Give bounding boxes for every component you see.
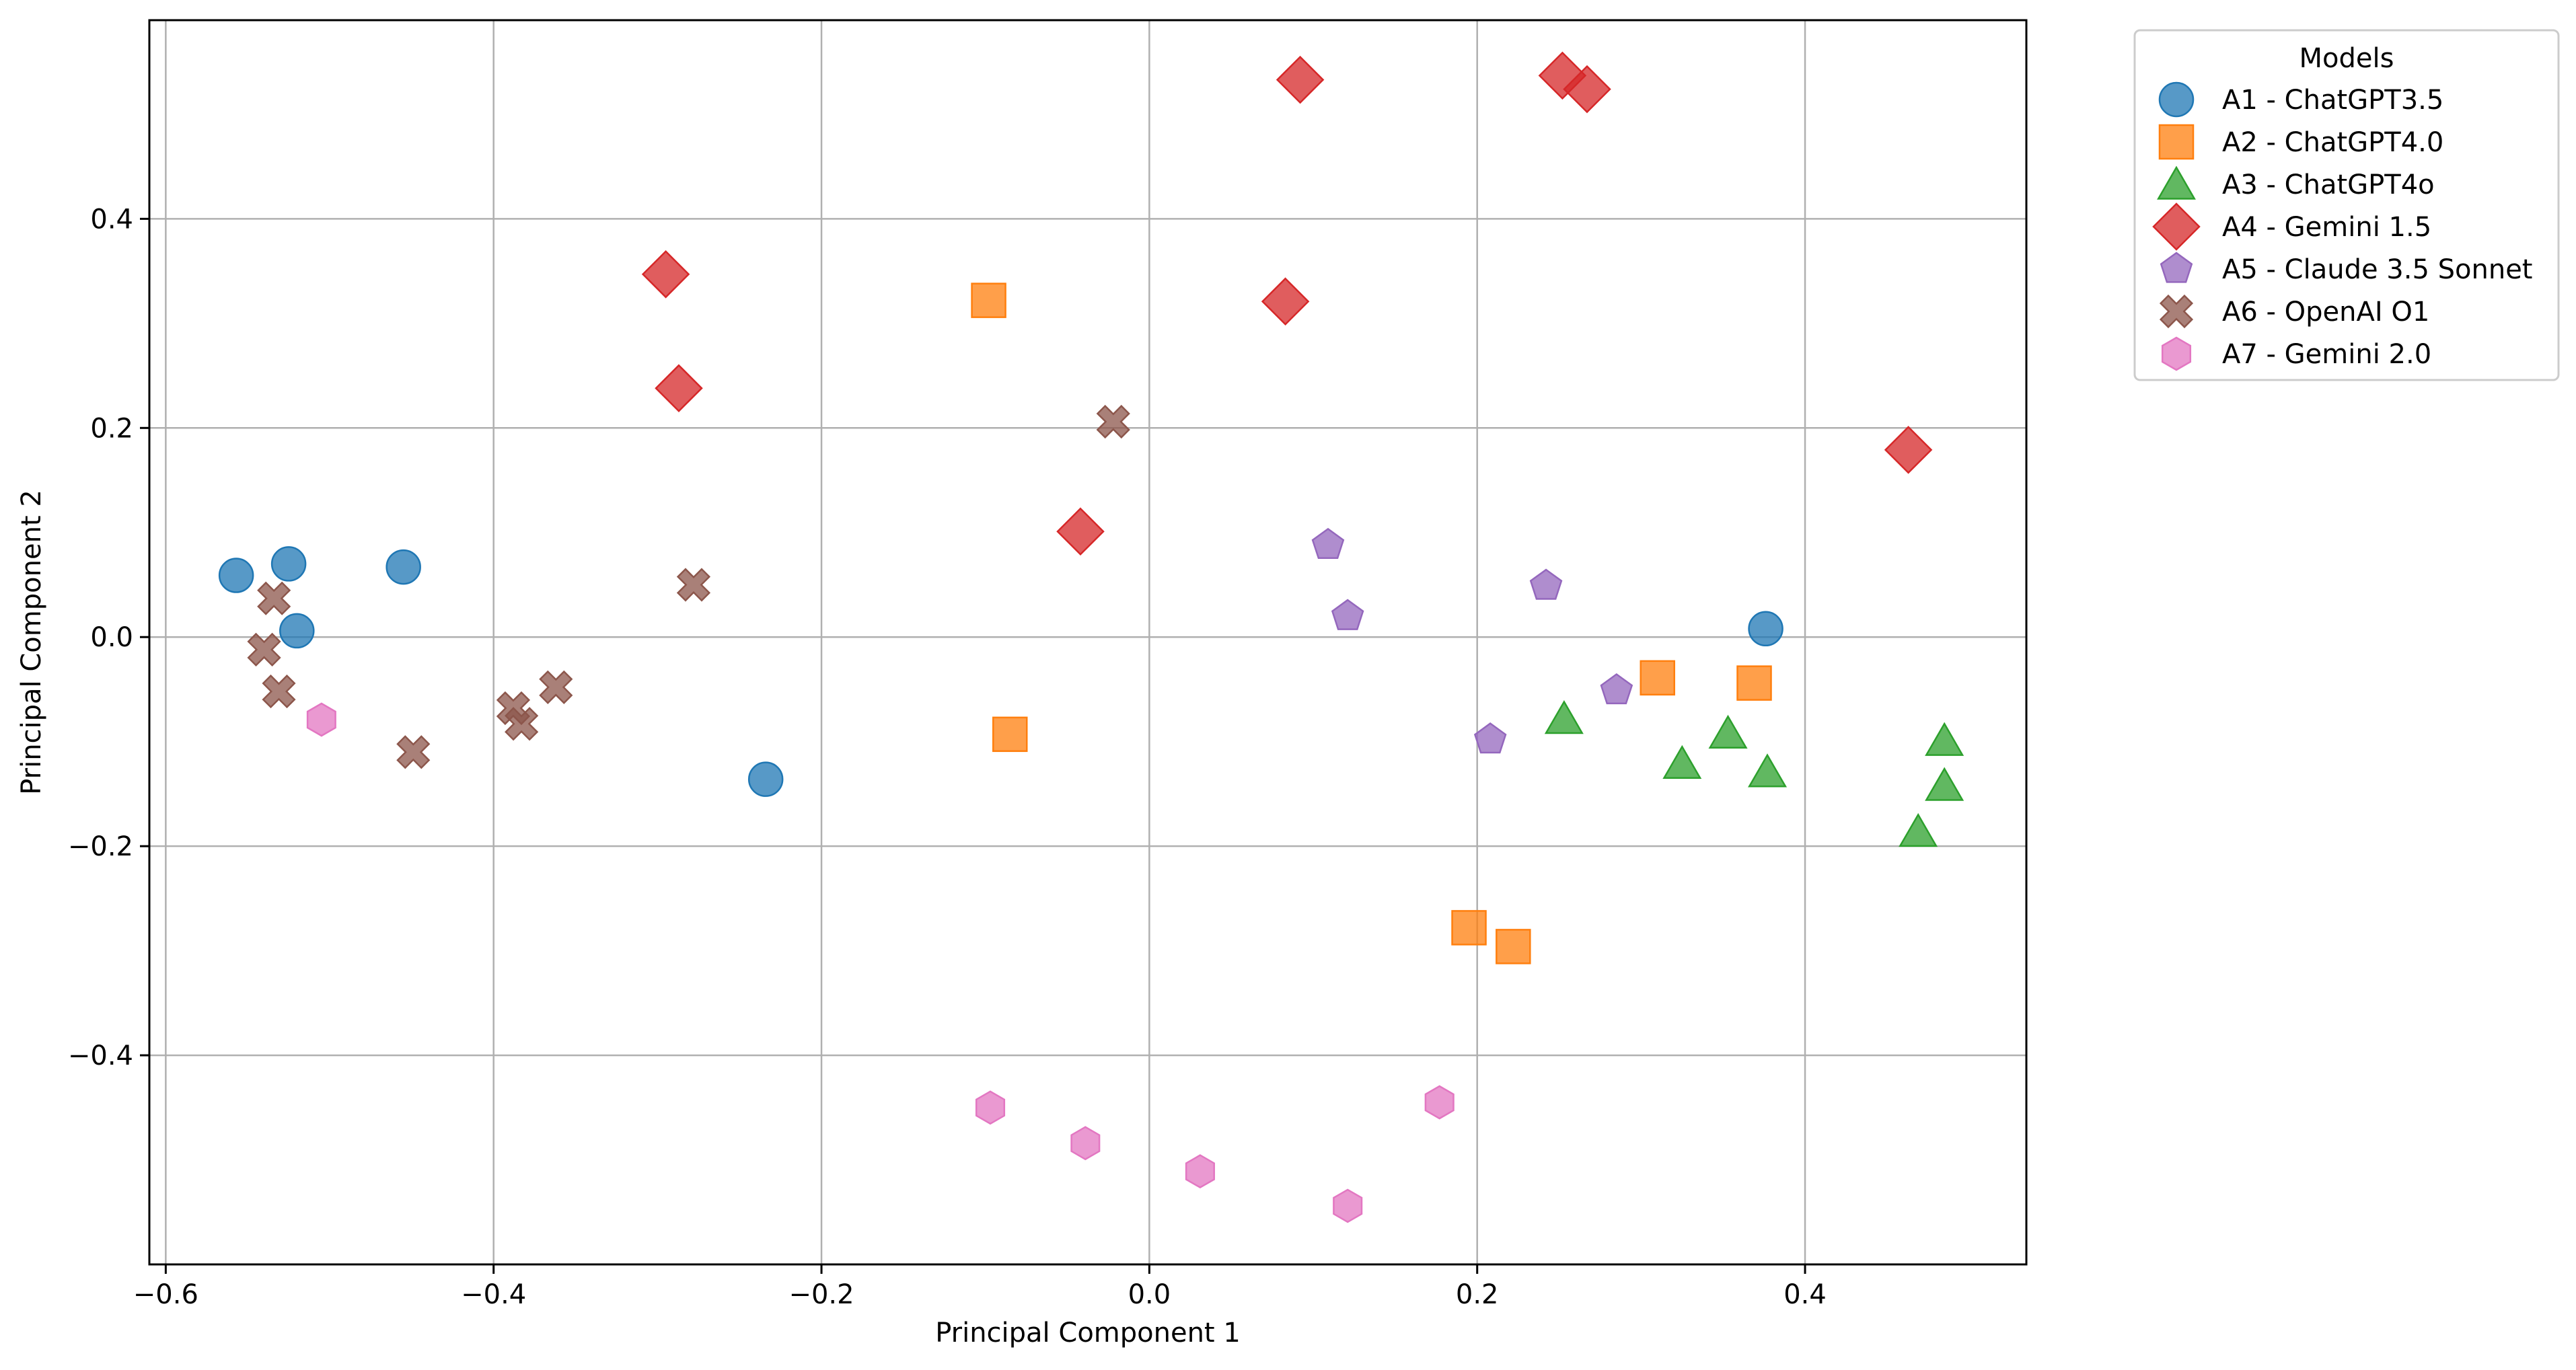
legend-title: Models <box>2299 43 2394 74</box>
data-point <box>1748 611 1783 647</box>
data-point <box>1496 929 1531 964</box>
series-a5-claude-3-5-sonnet <box>1311 527 1633 754</box>
data-point <box>1600 673 1633 705</box>
legend-marker-icon <box>2158 124 2195 160</box>
data-point <box>1736 665 1772 701</box>
data-point <box>641 250 690 299</box>
series-a7-gemini-2-0 <box>306 702 1455 1223</box>
series-a3-chatgpt4o <box>1544 700 1964 847</box>
y-tick-label: −0.2 <box>68 831 133 862</box>
x-tick-label: −0.6 <box>133 1279 198 1310</box>
data-point <box>1331 599 1364 630</box>
data-point <box>1563 65 1611 114</box>
legend-label: A6 - OpenAI O1 <box>2222 297 2429 328</box>
legend-item-a5-claude-3-5-sonnet: A5 - Claude 3.5 Sonnet <box>2160 252 2532 285</box>
data-point <box>396 735 431 769</box>
legend-item-a2-chatgpt4-0: A2 - ChatGPT4.0 <box>2158 124 2443 160</box>
data-point <box>1424 1085 1455 1120</box>
data-point <box>747 761 784 797</box>
data-point <box>971 282 1006 318</box>
x-axis-label: Principal Component 1 <box>935 1318 1241 1348</box>
data-point <box>1276 55 1325 104</box>
data-point <box>1333 1188 1363 1223</box>
data-point <box>1925 722 1964 756</box>
data-point <box>1311 527 1345 560</box>
data-point <box>385 549 421 585</box>
data-point <box>1070 1126 1101 1161</box>
data-point <box>1884 426 1933 474</box>
legend-label: A3 - ChatGPT4o <box>2222 169 2435 200</box>
data-point <box>1748 753 1788 788</box>
legend-label: A4 - Gemini 1.5 <box>2222 212 2431 243</box>
data-point <box>306 702 336 737</box>
legend-label: A7 - Gemini 2.0 <box>2222 339 2431 370</box>
x-tick-label: 0.4 <box>1783 1279 1827 1310</box>
data-point <box>676 568 711 602</box>
data-point <box>1473 722 1507 754</box>
legend-marker-icon <box>2157 165 2196 200</box>
data-point <box>1056 507 1105 556</box>
data-point <box>1899 812 1938 847</box>
data-point <box>279 613 315 649</box>
legend-marker-icon <box>2160 252 2193 283</box>
y-tick-label: 0.4 <box>90 204 133 235</box>
plot-frame <box>148 19 2028 1266</box>
legend-box <box>2133 29 2560 381</box>
legend-marker-icon <box>2152 202 2201 251</box>
legend-item-a4-gemini-1-5: A4 - Gemini 1.5 <box>2152 202 2431 251</box>
axis-ticks: −0.6 −0.4 −0.2 0.0 0.2 0.4 −0.4 −0.2 0.0 0.2 0.4 <box>68 204 1827 1310</box>
data-point <box>218 558 254 593</box>
data-point <box>505 707 539 741</box>
legend: Models A1 - ChatGPT3.5 A2 - ChatGPT4.0 A3 … <box>2133 29 2560 381</box>
grid-lines <box>149 20 2026 1264</box>
data-point <box>1185 1154 1215 1189</box>
x-tick-label: −0.4 <box>461 1279 526 1310</box>
data-point <box>257 581 291 615</box>
legend-label: A5 - Claude 3.5 Sonnet <box>2222 254 2532 285</box>
y-tick-label: 0.2 <box>90 413 133 444</box>
data-point <box>992 716 1028 753</box>
legend-marker-icon <box>2158 81 2195 118</box>
data-points <box>218 51 1964 1223</box>
y-axis-label: Principal Component 2 <box>16 490 47 795</box>
data-point <box>247 632 281 667</box>
data-point <box>1708 714 1748 749</box>
data-point <box>262 674 296 709</box>
data-point <box>270 546 307 582</box>
x-tick-label: −0.2 <box>788 1279 854 1310</box>
y-tick-label: 0.0 <box>90 622 133 653</box>
data-point <box>1640 660 1675 696</box>
series-a2-chatgpt4-0 <box>971 282 1772 964</box>
data-point <box>975 1090 1006 1125</box>
data-point <box>1261 277 1310 326</box>
legend-item-a3-chatgpt4o: A3 - ChatGPT4o <box>2157 165 2435 200</box>
data-point <box>1925 767 1964 801</box>
x-tick-label: 0.2 <box>1456 1279 1499 1310</box>
x-tick-label: 0.0 <box>1128 1279 1171 1310</box>
series-a4-gemini-1-5 <box>641 51 1933 556</box>
legend-item-a6-openai-o1: A6 - OpenAI O1 <box>2159 294 2429 329</box>
data-point <box>539 670 573 704</box>
y-tick-label: −0.4 <box>68 1040 133 1071</box>
legend-label: A2 - ChatGPT4.0 <box>2222 127 2443 158</box>
data-point <box>1451 910 1487 946</box>
data-point <box>1096 404 1130 439</box>
data-point <box>1529 568 1563 600</box>
legend-marker-icon <box>2159 294 2194 329</box>
data-point <box>655 364 703 412</box>
data-point <box>1662 745 1702 779</box>
data-point <box>1544 700 1584 734</box>
series-a1-chatgpt3-5 <box>218 546 1783 797</box>
legend-item-a1-chatgpt3-5: A1 - ChatGPT3.5 <box>2158 81 2443 118</box>
legend-marker-icon <box>2161 336 2192 371</box>
legend-label: A1 - ChatGPT3.5 <box>2222 85 2443 116</box>
legend-item-a7-gemini-2-0: A7 - Gemini 2.0 <box>2161 336 2431 371</box>
legend-items: A1 - ChatGPT3.5 A2 - ChatGPT4.0 A3 - ChatG… <box>2152 81 2532 371</box>
series-a6-openai-o1 <box>247 404 1130 769</box>
